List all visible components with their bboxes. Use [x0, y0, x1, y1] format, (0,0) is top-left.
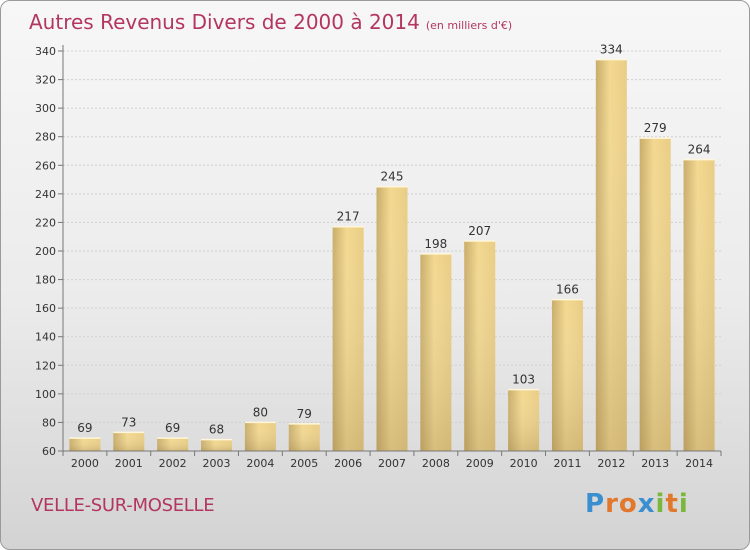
x-tick-label: 2013: [641, 457, 669, 470]
axes-group: 60 80 100 120 140 160 180 200 220 240 260 280 300 320…: [35, 45, 722, 470]
bars-group: 69 73 69 68 80 79 217 245 198 207 103 166 334 279 264: [69, 43, 715, 452]
x-tick-label: 2003: [203, 457, 231, 470]
data-label: 73: [121, 415, 136, 429]
data-label: 80: [253, 405, 268, 419]
data-label: 217: [337, 210, 360, 224]
data-label: 166: [556, 283, 579, 297]
y-tick-label: 220: [35, 216, 56, 229]
title-text: Autres Revenus Divers de 2000 à 2014: [29, 10, 420, 34]
bar-shade: [288, 423, 320, 451]
bar-shade: [157, 438, 189, 451]
data-label: 69: [165, 421, 180, 435]
y-tick-label: 300: [35, 102, 56, 115]
logo-letter: i: [678, 489, 689, 519]
bar-shade: [332, 226, 364, 451]
x-tick-label: 2008: [422, 457, 450, 470]
x-tick-label: 2007: [378, 457, 406, 470]
y-tick-label: 80: [42, 416, 56, 429]
x-tick-label: 2006: [334, 457, 362, 470]
bar-shade: [683, 159, 715, 452]
logo-letter: r: [605, 489, 619, 519]
bar-shade: [201, 439, 233, 451]
commune-name: VELLE-SUR-MOSELLE: [31, 495, 215, 516]
data-label: 69: [77, 421, 92, 435]
data-label: 279: [644, 121, 667, 135]
y-tick-label: 180: [35, 274, 56, 287]
x-tick-label: 2014: [685, 457, 713, 470]
x-tick-label: 2000: [71, 457, 99, 470]
bar-shade: [420, 253, 452, 451]
bar-shade: [551, 299, 583, 451]
data-label: 245: [381, 170, 404, 184]
y-tick-label: 320: [35, 74, 56, 87]
x-tick-label: 2004: [246, 457, 274, 470]
x-tick-label: 2011: [553, 457, 581, 470]
x-tick-label: 2005: [290, 457, 318, 470]
x-tick-label: 2010: [510, 457, 538, 470]
y-tick-label: 200: [35, 245, 56, 258]
data-label: 198: [424, 237, 447, 251]
x-tick-label: 2012: [597, 457, 625, 470]
x-tick-label: 2002: [159, 457, 187, 470]
y-tick-label: 280: [35, 131, 56, 144]
x-tick-label: 2001: [115, 457, 143, 470]
chart-title: Autres Revenus Divers de 2000 à 2014 (en …: [29, 10, 512, 34]
y-tick-label: 160: [35, 302, 56, 315]
y-tick-label: 260: [35, 159, 56, 172]
bar-shade: [464, 241, 496, 451]
y-tick-label: 340: [35, 45, 56, 58]
logo-letter: t: [665, 489, 679, 519]
title-unit: (en milliers d'€): [425, 19, 513, 32]
data-label: 334: [600, 43, 623, 57]
logo-letter: x: [637, 489, 656, 519]
bar-shade: [69, 438, 101, 451]
y-tick-label: 100: [35, 388, 56, 401]
logo-letter: i: [655, 489, 666, 519]
data-label: 264: [688, 143, 711, 157]
logo-letter: o: [618, 489, 638, 519]
y-tick-label: 240: [35, 188, 56, 201]
data-label: 79: [297, 407, 312, 421]
y-tick-label: 140: [35, 331, 56, 344]
bar-shade: [113, 432, 145, 451]
y-tick-label: 120: [35, 359, 56, 372]
bar-shade: [244, 422, 276, 451]
data-label: 207: [468, 224, 491, 238]
bar-shade: [595, 59, 627, 451]
data-label: 68: [209, 423, 224, 437]
x-tick-label: 2009: [466, 457, 494, 470]
bar-shade: [508, 389, 540, 451]
y-tick-label: 60: [42, 445, 56, 458]
bar-shade: [639, 138, 671, 451]
bar-shade: [376, 186, 408, 451]
proxiti-logo[interactable]: Proxiti: [585, 489, 689, 519]
logo-letter: P: [585, 489, 606, 519]
data-label: 103: [512, 373, 535, 387]
